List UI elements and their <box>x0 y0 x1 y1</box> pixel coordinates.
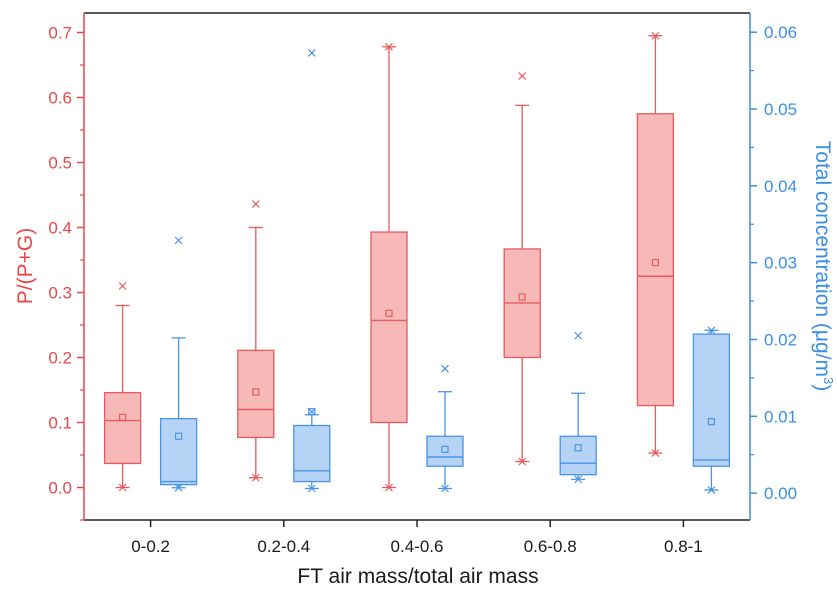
right-y-axis-title-superscript: 3 <box>821 377 836 384</box>
blue-outlier-stroke <box>574 331 583 340</box>
blue-mean-marker <box>441 445 449 453</box>
red-mean-marker <box>518 293 526 301</box>
blue-box <box>692 333 731 467</box>
x-tick-label: 0.2-0.4 <box>257 537 310 556</box>
red-outlier-low <box>251 473 260 482</box>
x-tick-label: 0.4-0.6 <box>391 537 444 556</box>
red-outlier-high <box>385 42 393 51</box>
red-outlier-low <box>518 457 527 466</box>
blue-outlier-stroke <box>174 236 183 245</box>
blue-outlier-high <box>174 236 183 245</box>
blue-outlier-low <box>707 486 716 494</box>
red-outlier-high <box>518 72 527 80</box>
blue-box <box>559 435 597 476</box>
blue-mean-marker <box>175 432 183 440</box>
red-outlier-low <box>385 483 393 492</box>
right-tick-label: 0.02 <box>764 330 797 349</box>
red-outlier-stroke <box>385 483 393 492</box>
left-tick-label: 0.5 <box>48 154 72 173</box>
blue-outlier-stroke <box>707 326 716 335</box>
red-outlier-stroke <box>251 473 260 482</box>
red-outlier-stroke <box>651 449 660 457</box>
red-outlier-stroke <box>518 72 527 80</box>
blue-outlier-high <box>307 407 316 416</box>
blue-outlier-stroke <box>707 486 716 494</box>
red-outlier-stroke <box>518 457 527 466</box>
right-tick-label: 0.06 <box>764 23 797 42</box>
blue-box <box>426 435 464 467</box>
blue-outlier-high <box>441 364 449 373</box>
right-y-axis: 0.00 0.01 0.02 0.03 0.04 0.05 0.06 <box>750 23 797 503</box>
red-box <box>103 391 142 465</box>
red-mean-marker <box>252 388 260 396</box>
left-tick-label: 0.4 <box>48 219 72 238</box>
red-outlier-high <box>651 31 660 40</box>
red-box <box>237 349 275 439</box>
right-y-axis-title: Total concentration (μg/m3) <box>811 141 836 391</box>
blue-outlier-low <box>441 484 449 493</box>
left-tick-label: 0.6 <box>48 89 72 108</box>
blue-outlier-low <box>174 483 183 492</box>
x-axis-title: FT air mass/total air mass <box>297 565 538 588</box>
blue-outlier-low <box>307 484 316 493</box>
left-tick-label: 0.0 <box>48 479 72 498</box>
x-tick-label: 0-0.2 <box>131 537 170 556</box>
blue-outlier-stroke <box>441 484 449 493</box>
blue-outlier-stroke <box>441 364 449 373</box>
right-y-axis-title-text: Total concentration (μg/m <box>811 141 834 377</box>
red-outlier-stroke <box>651 31 660 40</box>
blue-mean-marker <box>308 408 316 416</box>
left-tick-label: 0.1 <box>48 414 72 433</box>
left-tick-label: 0.7 <box>48 24 72 43</box>
red-mean-marker <box>651 259 660 267</box>
red-outlier-stroke <box>118 282 127 290</box>
blue-mean-marker <box>574 444 582 452</box>
blue-outlier-low <box>574 475 583 484</box>
left-y-axis-title: P/(P+G) <box>14 228 37 304</box>
red-mean-marker <box>385 309 393 317</box>
red-outlier-stroke <box>385 42 393 51</box>
left-y-axis: 0.0 0.1 0.2 0.3 0.4 0.5 0.6 0.7 <box>48 24 84 521</box>
blue-outlier-high <box>574 331 583 340</box>
x-tick-label: 0.6-0.8 <box>524 537 577 556</box>
left-tick-label: 0.2 <box>48 349 72 368</box>
red-box <box>370 231 408 424</box>
right-tick-label: 0.01 <box>764 407 797 426</box>
red-outlier-low <box>118 483 127 492</box>
right-tick-label: 0.05 <box>764 100 797 119</box>
blue-outlier-high <box>707 326 716 335</box>
x-tick-label: 0.8-1 <box>664 537 703 556</box>
blue-outlier-stroke <box>574 475 583 484</box>
right-y-axis-title-close: ) <box>811 384 834 391</box>
blue-box <box>293 424 331 483</box>
blue-outlier-stroke <box>307 49 316 57</box>
blue-outlier-high <box>307 49 316 57</box>
red-outlier-high <box>118 282 127 290</box>
red-outlier-stroke <box>118 483 127 492</box>
left-tick-label: 0.3 <box>48 284 72 303</box>
blue-outlier-stroke <box>307 407 316 416</box>
red-outlier-low <box>651 449 660 457</box>
right-tick-label: 0.03 <box>764 254 797 273</box>
blue-box <box>159 417 198 486</box>
right-tick-label: 0.04 <box>764 177 797 196</box>
blue-outlier-stroke <box>174 483 183 492</box>
right-tick-label: 0.00 <box>764 484 797 503</box>
blue-outlier-stroke <box>307 484 316 493</box>
red-outlier-high <box>251 200 260 209</box>
red-outlier-stroke <box>251 200 260 209</box>
blue-mean-marker <box>707 418 716 426</box>
red-mean-marker <box>118 413 127 421</box>
x-axis: 0-0.2 0.2-0.4 0.4-0.6 0.6-0.8 0.8-1 <box>131 520 703 556</box>
box-series <box>103 31 731 494</box>
